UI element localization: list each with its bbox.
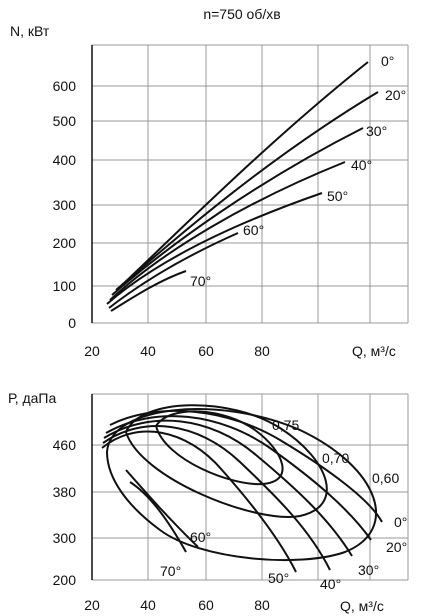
x-tick-label: 20 [84,343,100,359]
curve-30deg [111,127,364,296]
curve-0deg [109,409,383,523]
x-tick-label: 80 [254,343,270,359]
efficiency-label: 0,70 [322,450,349,466]
curve-label: 40° [320,576,341,592]
y-tick-label: 0 [68,315,76,331]
efficiency-label: 0,60 [372,470,399,486]
x-tick-label: 20 [84,597,100,613]
x-tick-label: 40 [140,597,156,613]
curve-label: 30° [358,562,379,578]
efficiency-contour-0.70 [124,404,328,518]
curve-0deg [119,61,369,288]
curve-40deg [102,425,331,571]
power-chart-curves [106,61,379,312]
curve-50deg [106,192,323,305]
y-tick-label: 400 [53,152,77,168]
x-tick-label: 60 [198,343,214,359]
curve-label: 50° [327,188,348,204]
curve-label: 40° [351,157,372,173]
pressure-chart-y-axis-label: Р, даПа [8,390,56,406]
power-chart-title: n=750 об/хв [203,6,280,22]
y-tick-label: 460 [53,437,77,453]
x-tick-label: 80 [254,597,270,613]
efficiency-contour-0.75 [154,410,284,486]
curve-label: 0° [381,53,394,69]
power-chart-y-ticks: 600 500 400 300 200 100 0 [53,78,77,331]
y-tick-label: 500 [53,113,77,129]
curve-60deg [108,232,239,309]
y-tick-label: 300 [53,197,77,213]
curve-label: 20° [386,539,407,555]
x-tick-label: 40 [140,343,156,359]
power-chart-y-axis-label: N, кВт [10,23,50,39]
curve-40deg [109,161,346,301]
y-tick-label: 300 [53,530,77,546]
y-tick-label: 200 [53,235,77,251]
power-chart-x-ticks: 20 40 60 80 [84,343,270,359]
x-tick-label: 60 [198,597,214,613]
power-chart-grid [92,44,409,324]
efficiency-label: 0,75 [272,417,299,433]
curve-label: 30° [366,123,387,139]
curve-20deg [105,415,372,541]
pressure-chart-curve-labels: 0,75 0,70 0,60 0° 20° 30° 40° 50° 60° 70… [160,417,407,592]
y-tick-label: 100 [53,278,77,294]
pressure-chart-x-axis-label: Q, м³/с [340,598,384,614]
pressure-chart-curves [101,404,383,573]
curve-label: 60° [243,222,264,238]
power-chart-x-axis-label: Q, м³/с [352,343,396,359]
curve-label: 20° [385,87,406,103]
y-tick-label: 380 [53,484,77,500]
curve-label: 50° [268,570,289,586]
power-chart: n=750 об/хв N, кВт 600 500 400 300 200 1 [10,6,409,359]
pressure-chart-grid [92,393,409,581]
power-chart-curve-labels: 0° 20° 30° 40° 50° 60° 70° [190,53,406,289]
curve-30deg [103,419,353,557]
curve-60deg [125,469,199,548]
curve-20deg [115,91,379,291]
pressure-chart: Р, даПа 460 380 300 200 20 40 60 80 [8,390,409,614]
curve-50deg [101,430,297,573]
curve-label: 70° [190,273,211,289]
pressure-chart-x-ticks: 20 40 60 80 [84,597,270,613]
y-tick-label: 600 [53,78,77,94]
efficiency-contour-0.60 [105,408,377,562]
curve-70deg [110,270,187,312]
curve-label: 70° [160,563,181,579]
curve-label: 0° [394,514,407,530]
curve-label: 60° [190,529,211,545]
y-tick-label: 200 [53,572,77,588]
pressure-chart-y-ticks: 460 380 300 200 [53,437,77,588]
